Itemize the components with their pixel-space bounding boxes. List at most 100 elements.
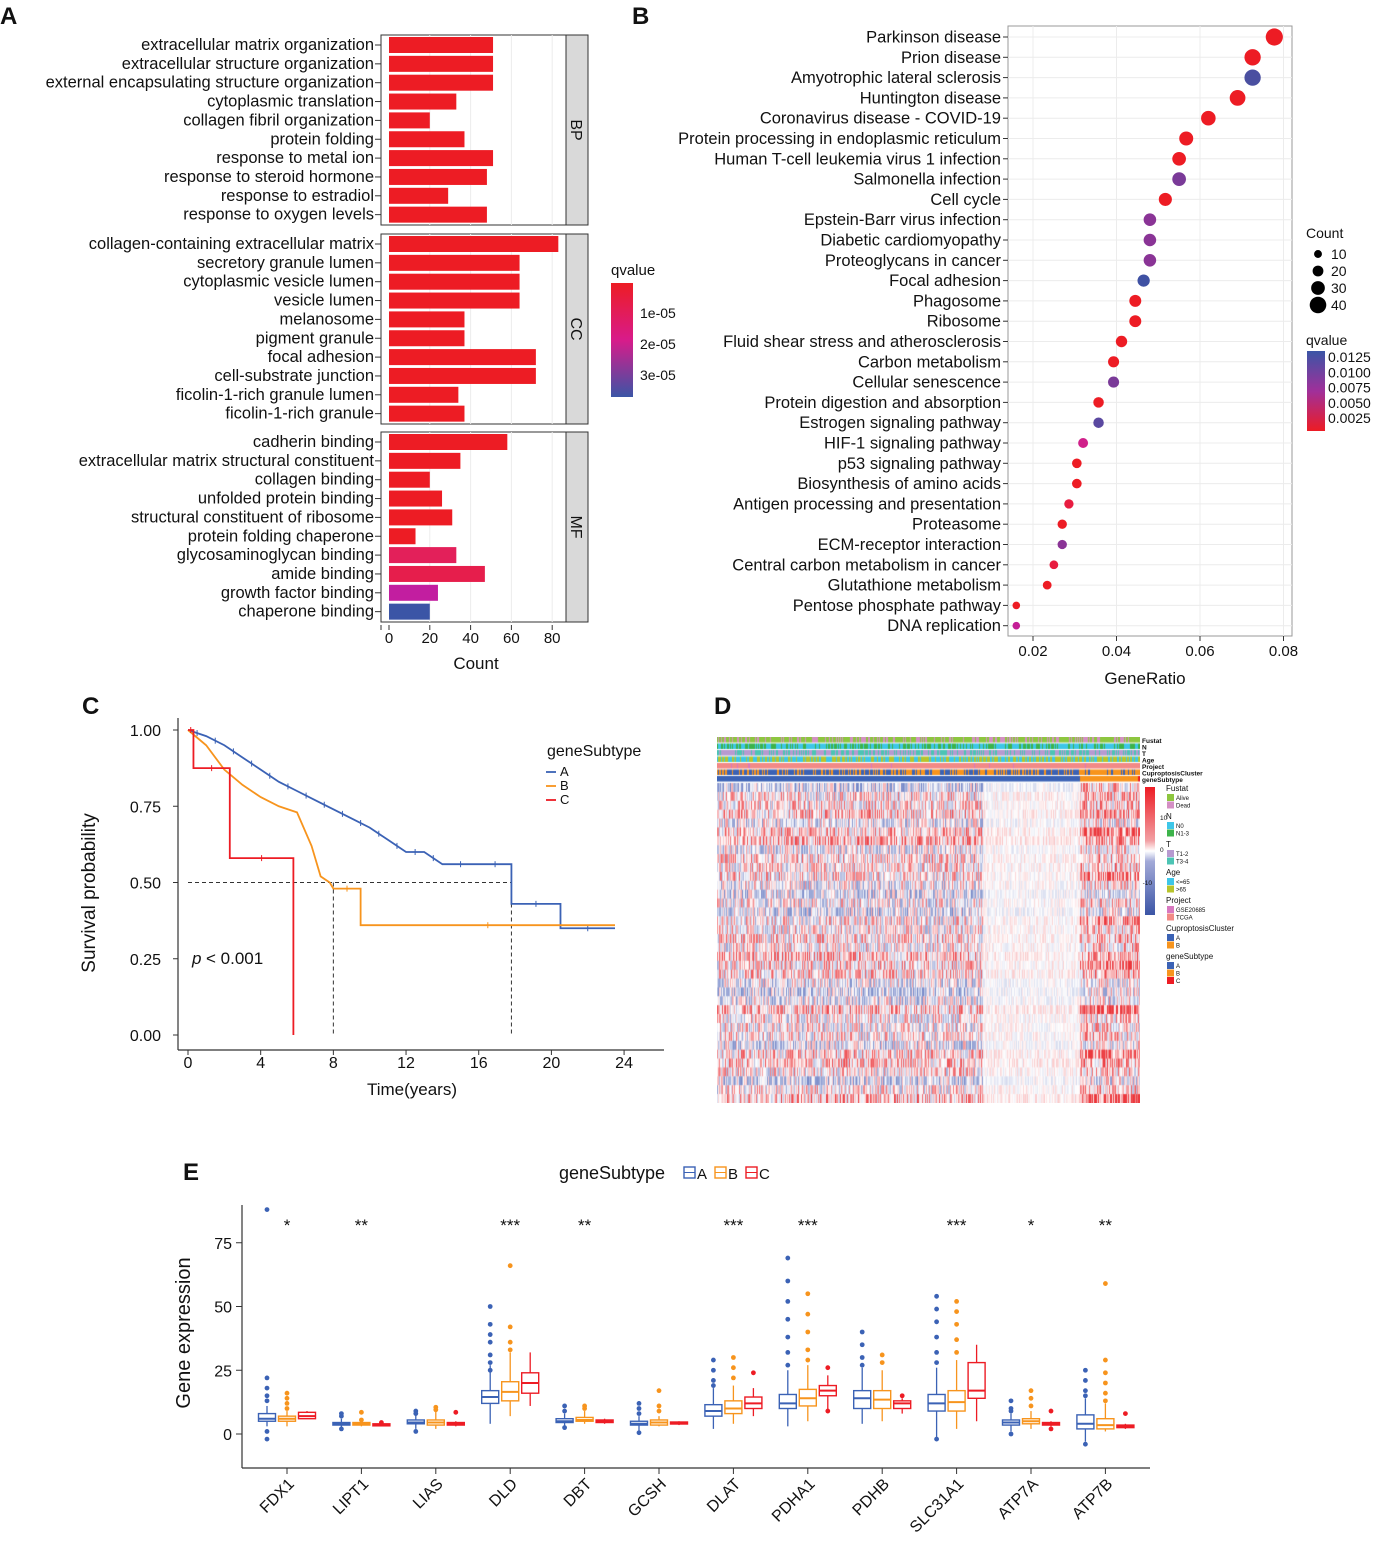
y-tick-label: 1.00 <box>130 723 161 740</box>
track-label: N <box>1142 745 1147 752</box>
boxplot-C <box>818 1365 837 1414</box>
outlier-point <box>731 1375 736 1381</box>
y-tick-label: 0.25 <box>130 952 161 969</box>
data-point <box>1172 172 1186 186</box>
data-point <box>1158 192 1172 206</box>
x-tick-label: 0 <box>385 630 393 647</box>
category-label: unfolded protein binding <box>198 490 374 508</box>
outlier-point <box>711 1378 716 1383</box>
bar <box>389 273 520 290</box>
category-label: Central carbon metabolism in cancer <box>732 556 1001 574</box>
category-label: amide binding <box>271 565 374 583</box>
outlier-point <box>487 1367 493 1373</box>
x-tick-label: 0.06 <box>1185 643 1214 660</box>
boxplot-A <box>1076 1367 1095 1447</box>
outlier-point <box>359 1409 364 1415</box>
legend-title: geneSubtype <box>547 743 641 760</box>
category-label: HIF-1 signaling pathway <box>824 435 1002 453</box>
y-tick-label: 0.00 <box>130 1028 161 1045</box>
x-tick-label: 16 <box>470 1055 488 1072</box>
legend-swatch <box>1167 969 1174 977</box>
category-label: collagen binding <box>255 471 374 489</box>
legend-swatch <box>1167 962 1174 969</box>
category-label: chaperone binding <box>238 603 374 621</box>
colorbar <box>1145 787 1155 915</box>
outlier-point <box>562 1425 567 1431</box>
category-label: structural constituent of ribosome <box>131 508 374 526</box>
boxplot-C <box>1116 1411 1135 1429</box>
bar <box>389 603 430 620</box>
category-label: response to metal ion <box>216 149 374 167</box>
category-label: growth factor binding <box>221 584 374 602</box>
outlier-point <box>487 1321 493 1327</box>
outlier-point <box>636 1411 642 1416</box>
category-label: Glutathione metabolism <box>828 577 1001 595</box>
category-label: protein folding chaperone <box>188 527 374 545</box>
category-label: DNA replication <box>887 617 1001 635</box>
significance-label: ** <box>1099 1216 1113 1235</box>
x-tick-label: 0.08 <box>1269 643 1298 660</box>
outlier-point <box>785 1278 791 1284</box>
outlier-point <box>805 1357 811 1363</box>
outlier-point <box>805 1311 811 1317</box>
outlier-point <box>413 1429 419 1434</box>
category-label: ficolin-1-rich granule lumen <box>176 386 374 404</box>
outlier-point <box>284 1395 290 1401</box>
x-tick-label: FDX1 <box>257 1476 298 1517</box>
x-tick-label: 0.04 <box>1102 643 1131 660</box>
legend-swatch <box>1167 941 1174 949</box>
legend-swatch <box>1167 906 1174 913</box>
legend-label: N1-3 <box>1176 832 1190 838</box>
outlier-point <box>487 1332 493 1337</box>
colorbar-label: 1e-05 <box>640 305 676 321</box>
data-point <box>1172 151 1186 166</box>
x-tick-label: 60 <box>503 630 520 647</box>
boxplot-C <box>446 1409 465 1427</box>
outlier-point <box>879 1360 885 1365</box>
legend-title: qvalue <box>611 262 655 279</box>
box <box>257 1412 277 1422</box>
boxplot-A <box>704 1357 723 1429</box>
x-axis-title: Count <box>453 654 499 673</box>
outlier-point <box>1103 1281 1108 1286</box>
category-label: secretory granule lumen <box>197 254 374 272</box>
x-tick-label: GCSH <box>625 1476 670 1521</box>
data-point <box>1115 335 1128 348</box>
outlier-point <box>825 1365 831 1371</box>
category-label: Antigen processing and presentation <box>733 495 1001 513</box>
category-label: vesicle lumen <box>274 292 374 310</box>
outlier-point <box>453 1409 459 1415</box>
data-point <box>1049 560 1059 570</box>
data-point <box>1012 601 1021 610</box>
significance-label: ** <box>355 1216 369 1235</box>
category-label: collagen-containing extracellular matrix <box>89 235 375 253</box>
bar <box>389 292 520 309</box>
bar <box>389 509 453 526</box>
category-label: Carbon metabolism <box>858 353 1001 371</box>
outlier-point <box>1028 1403 1034 1409</box>
category-label: Cellular senescence <box>852 374 1001 392</box>
legend-title: geneSubtype <box>559 1163 665 1183</box>
significance-label: *** <box>723 1216 743 1235</box>
size-legend-dot <box>1309 296 1327 314</box>
x-axis-title: Time(years) <box>367 1080 457 1099</box>
colorbar-label: 0.0125 <box>1328 349 1371 365</box>
size-legend-dot <box>1312 265 1324 277</box>
bar <box>389 254 520 271</box>
outlier-point <box>636 1406 642 1411</box>
legend-label: Dead <box>1176 804 1190 810</box>
category-label: Epstein-Barr virus infection <box>804 211 1001 229</box>
boxplot-B <box>501 1263 520 1417</box>
legend-swatch <box>1167 850 1174 857</box>
colorbar-label: 3e-05 <box>640 367 676 383</box>
x-tick-label: PDHB <box>850 1476 893 1519</box>
bar <box>389 405 465 422</box>
box <box>893 1400 912 1410</box>
outlier-point <box>859 1355 865 1360</box>
legend-label: GSE20685 <box>1176 908 1206 914</box>
significance-label: *** <box>798 1216 818 1235</box>
outlier-point <box>899 1393 905 1399</box>
outlier-point <box>487 1360 493 1365</box>
legend-title: T <box>1166 840 1171 849</box>
